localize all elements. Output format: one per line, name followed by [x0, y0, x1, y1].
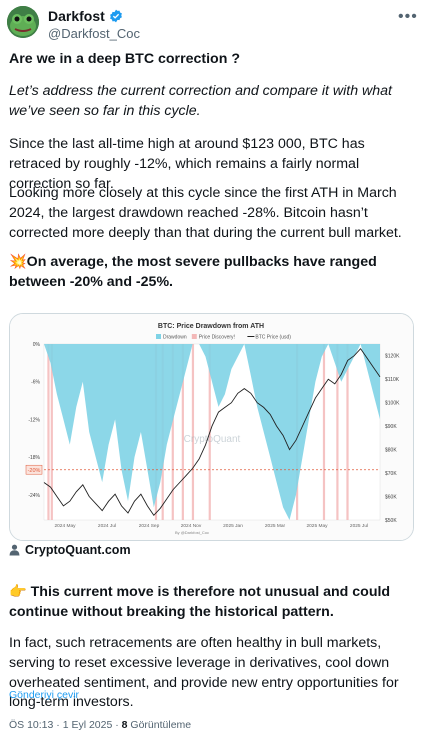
- left-axis-tick: 0%: [33, 342, 41, 348]
- right-axis-tick: $60K: [385, 495, 397, 501]
- price-discovery-band: [336, 344, 339, 520]
- left-axis-tick: -18%: [28, 455, 40, 461]
- right-axis-tick: $90K: [385, 424, 397, 430]
- pointing-right-emoji-icon: 👉: [9, 584, 27, 600]
- legend-swatch: [191, 334, 197, 339]
- price-discovery-band: [346, 344, 349, 520]
- x-axis-tick: 2024 Jul: [98, 523, 116, 529]
- legend-label: Drawdown: [163, 335, 187, 341]
- tweet-paragraph-3: In fact, such retracements are often hea…: [9, 635, 399, 711]
- left-axis-tick: -12%: [28, 417, 40, 423]
- display-name[interactable]: Darkfost: [48, 8, 105, 24]
- collision-emoji-icon: 💥: [9, 254, 27, 270]
- tweet-header: Darkfost @Darkfost_Coc •••: [0, 0, 427, 44]
- legend-label: BTC Price (usd): [255, 335, 291, 341]
- right-axis-tick: $70K: [385, 471, 397, 477]
- left-axis-tick: -6%: [31, 380, 40, 386]
- tweet-highlight: 💥On average, the most severe pullbacks h…: [9, 253, 419, 293]
- legend-swatch: [156, 334, 161, 339]
- more-horizontal-icon[interactable]: •••: [398, 8, 418, 25]
- threshold-label: -20%: [28, 468, 41, 474]
- right-axis-tick: $100K: [385, 401, 400, 407]
- avatar[interactable]: [7, 6, 39, 38]
- chart-card[interactable]: BTC: Price Drawdown from ATH Drawdown Pri…: [9, 313, 414, 541]
- x-axis-tick: 2024 Nov: [181, 523, 202, 529]
- views-label: Görüntüleme: [127, 719, 192, 731]
- right-axis-tick: $80K: [385, 448, 397, 454]
- drawdown-area: [44, 344, 380, 520]
- card-source-link[interactable]: CryptoQuant.com: [9, 543, 131, 557]
- tweet-intro: Let’s address the current correction and…: [9, 83, 392, 119]
- x-axis-tick: 2025 May: [306, 523, 328, 529]
- tweet-point: 👉 This current move is therefore not unu…: [9, 583, 419, 623]
- point-text: This current move is therefore not unusu…: [9, 584, 391, 620]
- btc-price-line: [43, 347, 381, 517]
- price-discovery-band: [322, 344, 326, 520]
- right-axis-tick: $110K: [385, 377, 400, 383]
- x-axis-tick: 2025 Jan: [223, 523, 243, 529]
- price-discovery-band: [181, 344, 184, 520]
- translate-link[interactable]: Gönderiyi çevir: [9, 689, 80, 701]
- price-discovery-band: [50, 344, 53, 520]
- chart-legend: Drawdown Price Discovery! BTC Price (usd): [156, 334, 291, 341]
- tweet-timestamp[interactable]: ÖS 10:13 · 1 Eyl 2025 ·: [9, 719, 122, 731]
- drawdown-chart: BTC: Price Drawdown from ATH Drawdown Pri…: [10, 314, 413, 540]
- right-axis-tick: $120K: [385, 354, 400, 360]
- chart-source-note: By @Darkfost_Coc: [175, 530, 209, 535]
- price-discovery-band: [171, 344, 174, 520]
- highlight-text: On average, the most severe pullbacks ha…: [9, 254, 377, 290]
- tweet-meta: ÖS 10:13 · 1 Eyl 2025 · 8 Görüntüleme: [9, 719, 191, 731]
- price-discovery-band: [47, 344, 50, 520]
- card-source[interactable]: CryptoQuant.com: [25, 543, 131, 557]
- x-axis-tick: 2024 May: [54, 523, 76, 529]
- chart-watermark: CryptoQuant: [184, 434, 241, 445]
- threshold-tag: [25, 464, 43, 475]
- right-axis-tick: $50K: [385, 518, 397, 524]
- legend-label: Price Discovery!: [199, 335, 235, 341]
- left-axis-tick: -24%: [28, 493, 40, 499]
- handle[interactable]: @Darkfost_Coc: [48, 26, 140, 41]
- tweet-title: Are we in a deep BTC correction ?: [9, 51, 240, 67]
- tweet-paragraph-1: Since the last all-time high at around $…: [9, 136, 365, 192]
- price-discovery-band: [191, 344, 195, 520]
- chart-title: BTC: Price Drawdown from ATH: [158, 323, 264, 330]
- x-axis-tick: 2024 Sep: [139, 523, 160, 529]
- x-axis-tick: 2025 Jul: [350, 523, 368, 529]
- chart-plot: -20% CryptoQuant 0% -6% -12% -18% -24% $120K $11…: [25, 342, 400, 535]
- tweet-paragraph-2: Looking more closely at this cycle since…: [9, 185, 402, 241]
- verified-badge-icon: [109, 9, 123, 23]
- views-count: 8: [121, 719, 128, 731]
- person-icon: [9, 544, 20, 556]
- x-axis-tick: 2025 Mar: [265, 523, 286, 529]
